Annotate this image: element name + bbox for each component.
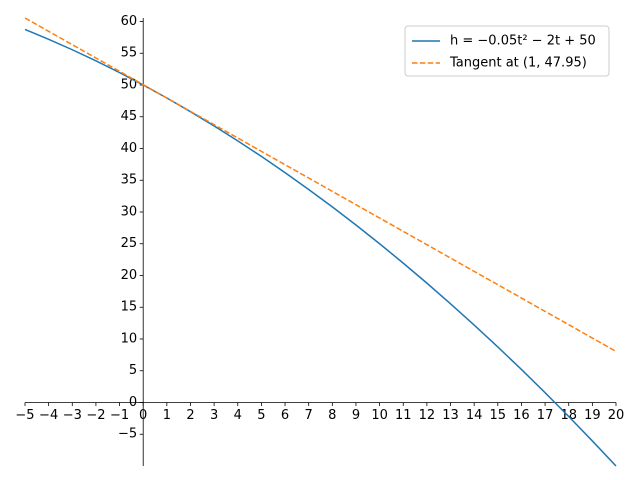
y-tick-label: 20 bbox=[121, 268, 138, 283]
y-tick-label: 40 bbox=[121, 141, 138, 156]
x-tick-label: 2 bbox=[186, 408, 194, 423]
x-tick-label: 20 bbox=[608, 408, 625, 423]
x-tick-label: −5 bbox=[15, 408, 34, 423]
series-line bbox=[24, 17, 617, 353]
x-tick-label: 5 bbox=[257, 408, 265, 423]
x-tick-label: 6 bbox=[281, 408, 289, 423]
legend: h = −0.05t² − 2t + 50 Tangent at (1, 47.9… bbox=[404, 25, 610, 77]
series-line bbox=[24, 28, 617, 467]
x-tick-label: −3 bbox=[63, 408, 82, 423]
y-tick-label: 5 bbox=[129, 363, 137, 378]
x-tick-label: 14 bbox=[466, 408, 483, 423]
x-tick-label: 0 bbox=[139, 408, 147, 423]
x-tick-label: 7 bbox=[305, 408, 313, 423]
y-tick-label: 15 bbox=[121, 300, 138, 315]
y-tick-label: 0 bbox=[129, 395, 137, 410]
y-tick-label: 60 bbox=[121, 14, 138, 29]
y-tick-label: 10 bbox=[121, 331, 138, 346]
y-tick-label: 25 bbox=[121, 236, 138, 251]
x-tick-label: 3 bbox=[210, 408, 218, 423]
y-tick-label: 55 bbox=[121, 46, 138, 61]
y-tick-label: 50 bbox=[121, 77, 138, 92]
x-tick-label: −2 bbox=[86, 408, 105, 423]
y-tick-label: −5 bbox=[118, 427, 137, 442]
legend-box bbox=[404, 25, 610, 77]
x-tick-label: 4 bbox=[234, 408, 242, 423]
x-tick-label: 15 bbox=[490, 408, 507, 423]
x-tick-label: 1 bbox=[163, 408, 171, 423]
x-tick-label: 12 bbox=[419, 408, 436, 423]
x-tick-label: 9 bbox=[352, 408, 360, 423]
x-tick-label: 11 bbox=[395, 408, 412, 423]
x-tick-label: 17 bbox=[537, 408, 554, 423]
x-tick-label: 8 bbox=[328, 408, 336, 423]
x-tick-label: −1 bbox=[110, 408, 129, 423]
y-tick-label: 35 bbox=[121, 173, 138, 188]
legend-label: h = −0.05t² − 2t + 50 bbox=[450, 34, 596, 49]
y-tick-label: 45 bbox=[121, 109, 138, 124]
y-tick-label: 30 bbox=[121, 204, 138, 219]
x-tick-label: 19 bbox=[584, 408, 601, 423]
x-tick-label: 16 bbox=[513, 408, 530, 423]
x-tick-label: 10 bbox=[371, 408, 388, 423]
x-tick-label: −4 bbox=[39, 408, 58, 423]
legend-label: Tangent at (1, 47.95) bbox=[449, 56, 587, 71]
x-tick-label: 13 bbox=[442, 408, 459, 423]
